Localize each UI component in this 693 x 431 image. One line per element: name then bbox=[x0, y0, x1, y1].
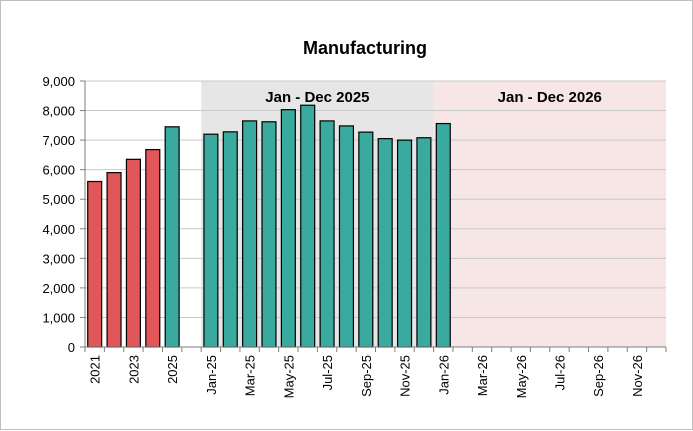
x-tick-label: 2025 bbox=[165, 355, 180, 384]
x-tick-label: Nov-26 bbox=[630, 355, 645, 397]
y-tick-label: 0 bbox=[68, 340, 75, 355]
x-tick-label: Nov-25 bbox=[398, 355, 413, 397]
band-label: Jan - Dec 2025 bbox=[265, 89, 369, 106]
bar-Jun-25 bbox=[300, 104, 316, 348]
x-tick-label: Mar-26 bbox=[475, 355, 490, 396]
y-tick-label: 8,000 bbox=[42, 104, 75, 119]
x-tick-label: Sep-26 bbox=[591, 355, 606, 397]
x-axis-tick-labels: 2021 2023 2025 Jan-25 Mar-25 May-25 Jul-25 Sep-… bbox=[88, 355, 645, 398]
bar-Aug-25 bbox=[338, 125, 355, 348]
bar-Mar-25 bbox=[242, 120, 258, 348]
y-tick-label: 7,000 bbox=[42, 133, 75, 148]
axes bbox=[80, 80, 667, 352]
x-tick-label: May-26 bbox=[514, 355, 529, 398]
y-tick-label: 2,000 bbox=[42, 281, 75, 296]
bar-2024 bbox=[145, 148, 161, 348]
bar-Jan-25 bbox=[203, 133, 219, 348]
bar-May-25 bbox=[280, 109, 296, 348]
x-tick-label: Jan-26 bbox=[436, 355, 451, 395]
bar-Feb-25 bbox=[222, 131, 238, 348]
y-tick-label: 9,000 bbox=[42, 74, 75, 89]
band-1 bbox=[201, 81, 434, 347]
bar-Jul-25 bbox=[319, 120, 335, 348]
y-axis-tick-labels: 0 1,000 2,000 3,000 4,000 5,000 6,000 7,000 8,00… bbox=[42, 74, 75, 355]
y-tick-label: 1,000 bbox=[42, 310, 75, 325]
bar-2025 bbox=[164, 126, 180, 348]
y-tick-label: 3,000 bbox=[42, 251, 75, 266]
x-tick-label: Jul-26 bbox=[552, 355, 567, 390]
bar-Oct-25 bbox=[377, 138, 393, 348]
x-tick-label: 2023 bbox=[126, 355, 141, 384]
bar-Dec-25 bbox=[416, 137, 432, 348]
chart-title: Manufacturing bbox=[303, 38, 427, 58]
x-tick-label: Jul-25 bbox=[320, 355, 335, 390]
x-tick-label: Sep-25 bbox=[359, 355, 374, 397]
band-label: Jan - Dec 2026 bbox=[498, 89, 602, 106]
y-tick-label: 6,000 bbox=[42, 163, 75, 178]
bar-Jan-26 bbox=[435, 122, 451, 348]
band-2 bbox=[433, 81, 666, 347]
y-tick-label: 5,000 bbox=[42, 192, 75, 207]
bar-2023 bbox=[125, 158, 141, 348]
x-tick-label: Mar-25 bbox=[243, 355, 258, 396]
y-tick-label: 4,000 bbox=[42, 222, 75, 237]
gridlines bbox=[85, 80, 666, 318]
x-tick-label: 2021 bbox=[88, 355, 103, 384]
bar-Nov-25 bbox=[396, 139, 413, 348]
band-labels: Jan - Dec 2025 Jan - Dec 2026 bbox=[265, 89, 602, 106]
bar-Apr-25 bbox=[261, 121, 277, 348]
x-tick-label: Jan-25 bbox=[204, 355, 219, 395]
x-tick-label: May-25 bbox=[281, 355, 296, 398]
bar-2021 bbox=[87, 180, 103, 348]
bar-2022 bbox=[106, 172, 122, 348]
period-bands bbox=[201, 81, 666, 347]
bar-Sep-25 bbox=[358, 131, 374, 348]
